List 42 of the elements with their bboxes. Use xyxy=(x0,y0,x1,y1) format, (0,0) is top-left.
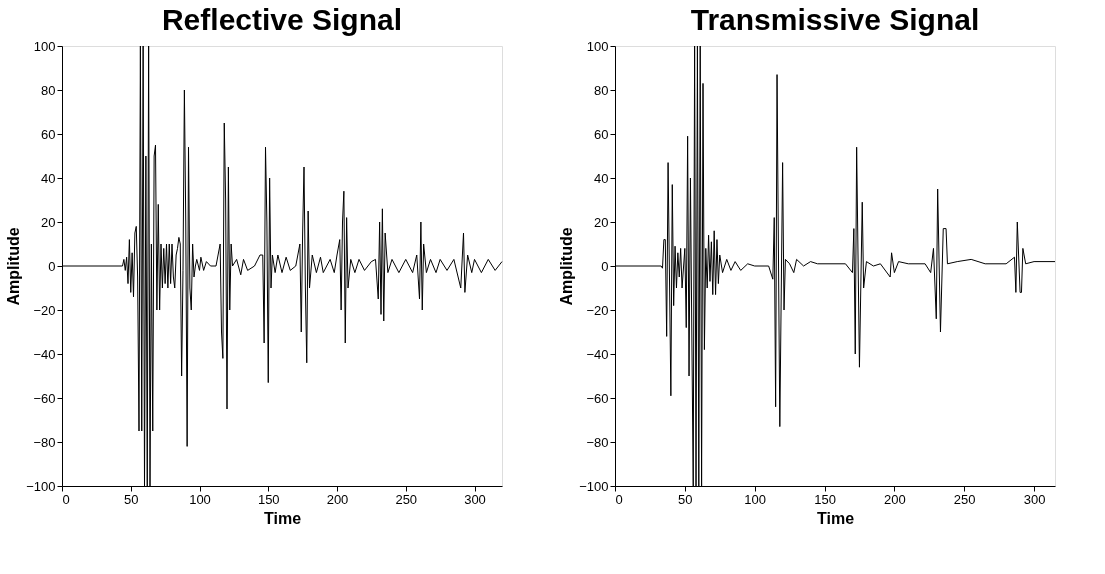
y-tick-label: −80 xyxy=(586,434,609,450)
x-tick-label: 0 xyxy=(62,491,70,507)
y-tick-label: −40 xyxy=(33,346,56,362)
y-tick-label: 80 xyxy=(594,82,609,98)
y-tick-label: 80 xyxy=(41,82,56,98)
chart-title: Reflective Signal xyxy=(161,3,403,36)
y-tick-label: 100 xyxy=(33,38,56,54)
x-tick-label: 150 xyxy=(814,491,836,507)
y-tick-label: −60 xyxy=(586,390,609,406)
x-tick-label: 100 xyxy=(744,491,767,507)
x-tick-label: 200 xyxy=(326,491,349,507)
x-tick-label: 100 xyxy=(189,491,211,507)
y-axis-title: Amplitude xyxy=(5,227,23,306)
x-tick-label: 200 xyxy=(884,491,906,507)
y-tick-label: −40 xyxy=(586,346,609,362)
y-tick-label: 0 xyxy=(601,258,609,274)
x-tick-label: 250 xyxy=(395,491,418,507)
y-tick-label: −80 xyxy=(33,434,56,450)
x-tick-label: 150 xyxy=(257,491,280,507)
x-tick-label: 300 xyxy=(1023,491,1046,507)
x-tick-label: 50 xyxy=(678,491,693,507)
y-tick-label: −100 xyxy=(579,478,609,494)
y-tick-label: 20 xyxy=(41,214,56,230)
x-axis-title: Time xyxy=(263,509,302,527)
y-tick-label: 60 xyxy=(41,126,56,142)
x-tick-label: 300 xyxy=(464,491,486,507)
y-tick-label: −100 xyxy=(26,478,56,494)
y-tick-label: −60 xyxy=(33,390,56,406)
y-tick-label: 0 xyxy=(48,258,56,274)
x-tick-label: 50 xyxy=(124,491,139,507)
y-axis-title: Amplitude xyxy=(558,227,576,306)
x-tick-label: 0 xyxy=(615,491,623,507)
y-tick-label: −20 xyxy=(586,302,609,318)
y-tick-label: 100 xyxy=(586,38,609,54)
y-tick-label: 40 xyxy=(594,170,609,186)
x-axis-title: Time xyxy=(816,509,855,527)
y-tick-label: −20 xyxy=(33,302,56,318)
chart-title: Transmissive Signal xyxy=(690,3,980,36)
y-tick-label: 40 xyxy=(41,170,56,186)
y-tick-label: 60 xyxy=(594,126,609,142)
x-tick-label: 250 xyxy=(953,491,976,507)
y-tick-label: 20 xyxy=(594,214,609,230)
